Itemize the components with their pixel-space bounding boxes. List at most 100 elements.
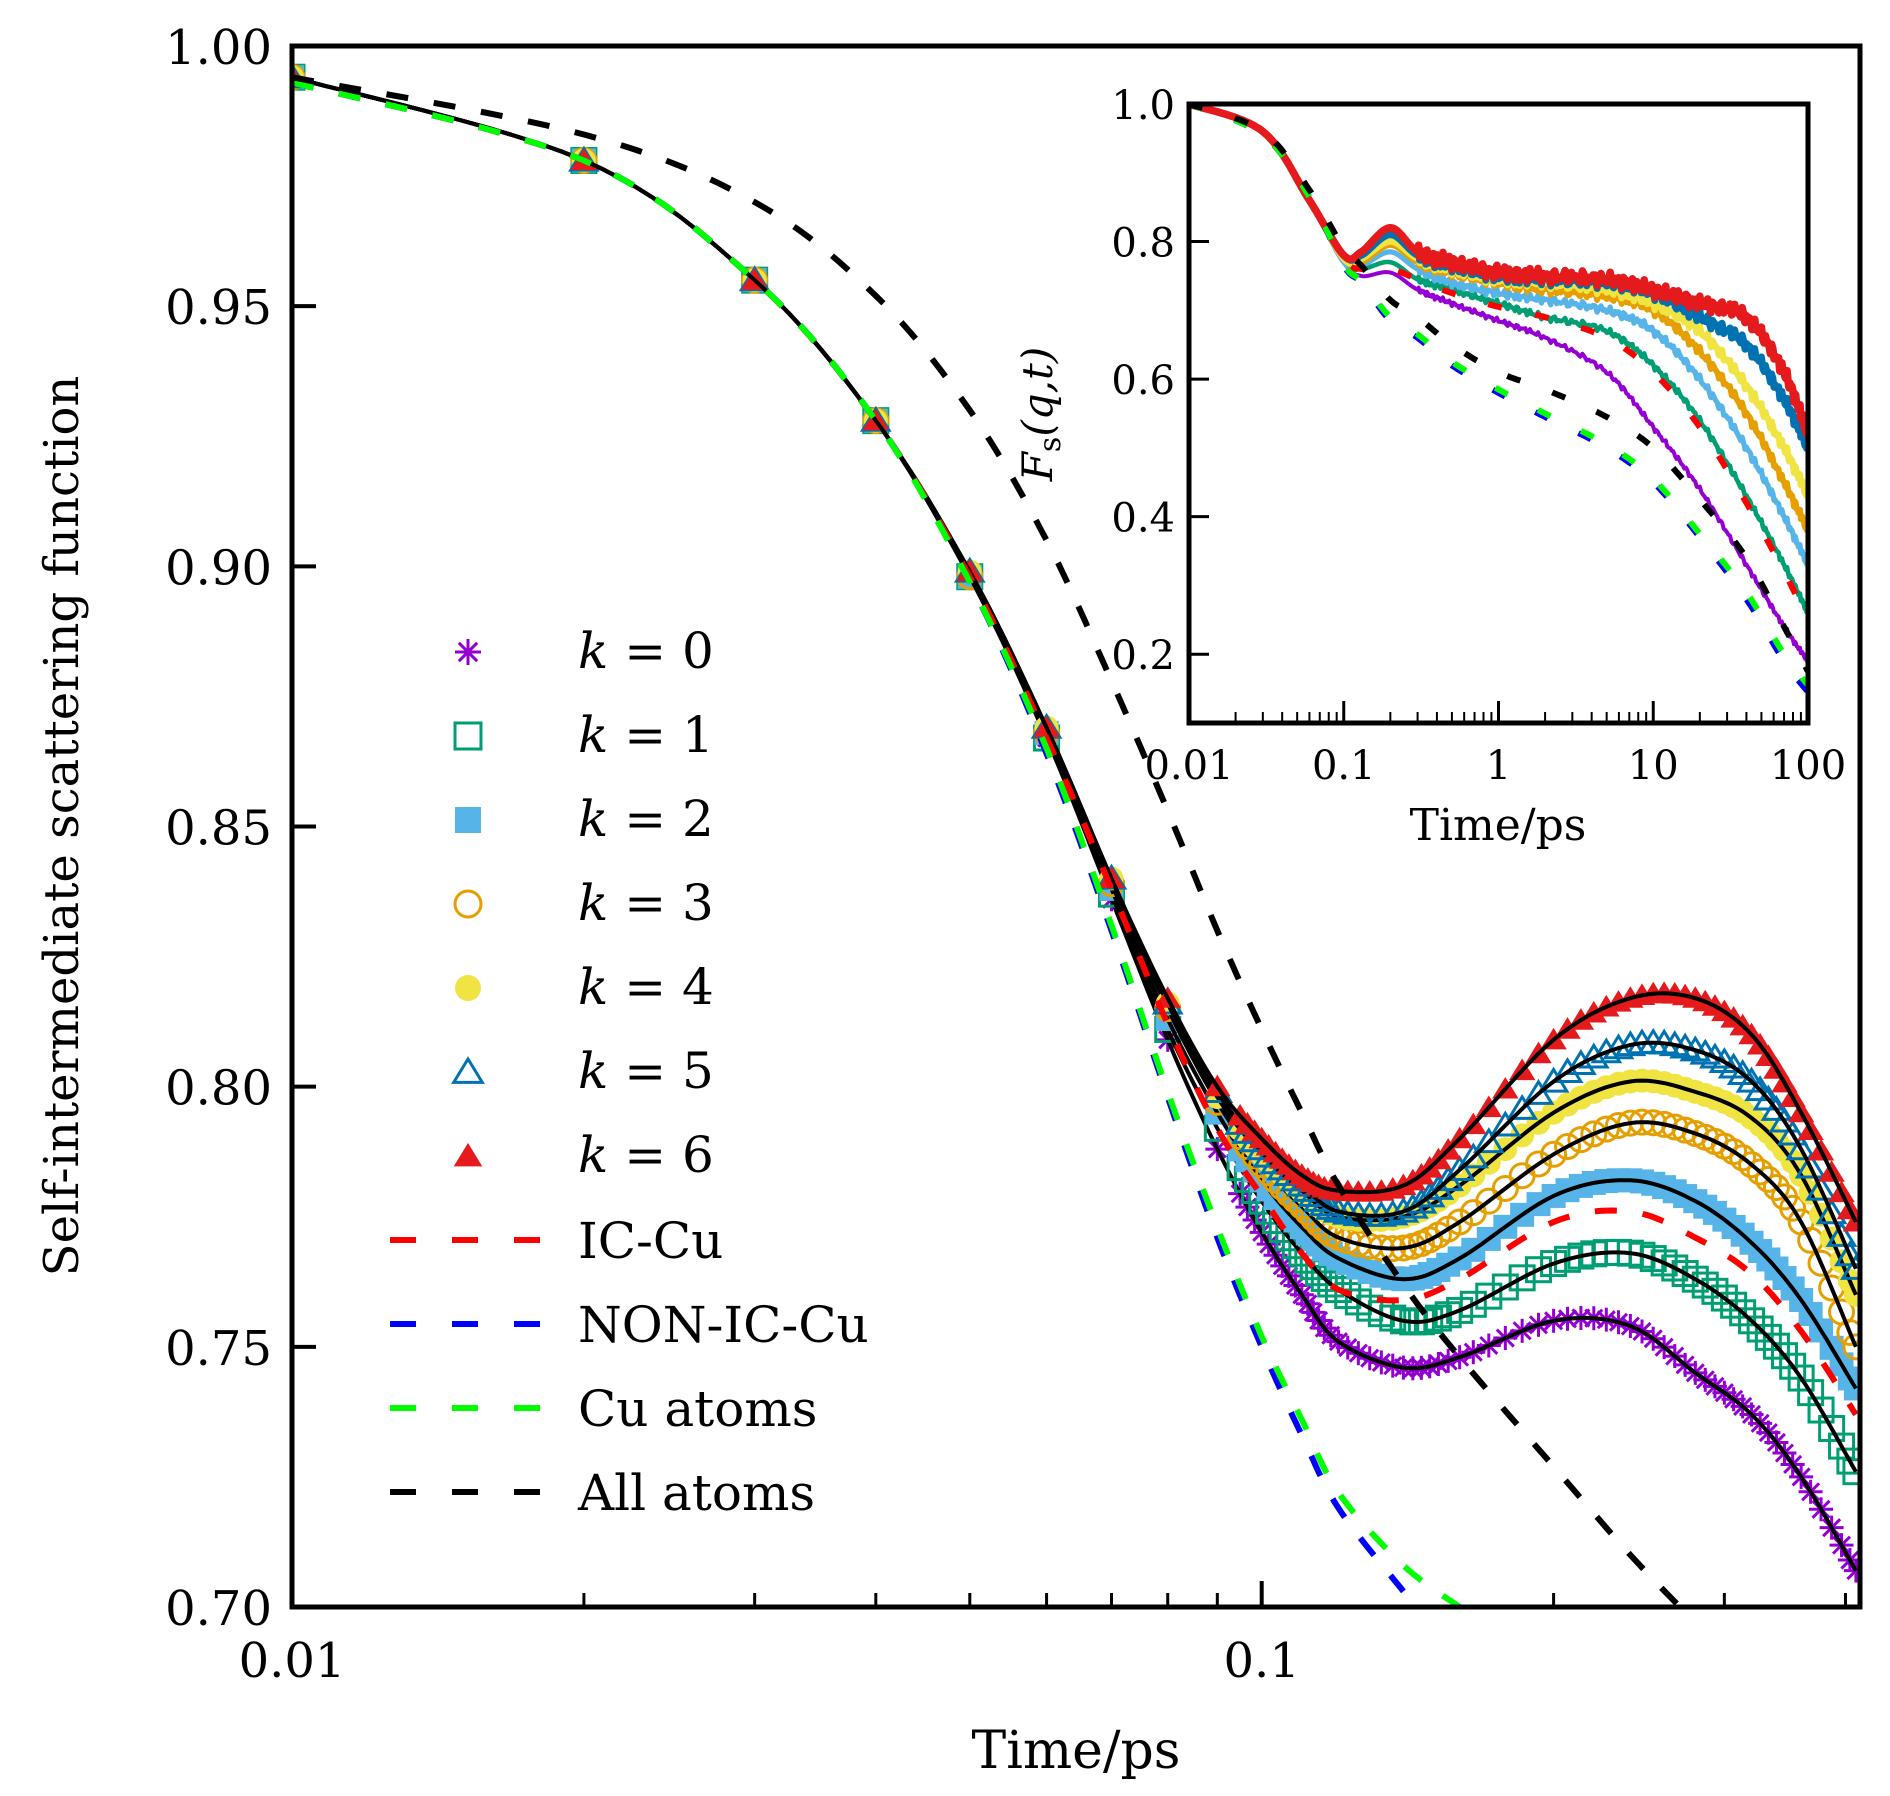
inset-axes: 0.2 0.4 0.6 0.8 1.0 0.01 0.1 1 10 100 — [1111, 83, 1846, 789]
data-point — [1710, 1284, 1738, 1312]
main-y-axis-label: Self-intermediate scattering function — [34, 376, 90, 1277]
data-point — [1580, 1120, 1608, 1148]
legend-item: k = 1 — [453, 706, 714, 764]
data-point — [1805, 1174, 1837, 1201]
inset-y-label-sub: s — [1033, 437, 1068, 452]
legend-item: k = 0 — [455, 622, 714, 680]
inset-y-tick-label: 0.8 — [1111, 221, 1175, 267]
data-point — [1785, 1134, 1818, 1161]
y-tick-label: 0.95 — [165, 280, 272, 336]
legend-label: k = 3 — [578, 874, 714, 932]
data-point — [1567, 1126, 1595, 1154]
data-point — [1443, 1155, 1476, 1182]
inset-background — [1189, 104, 1808, 723]
data-point — [1754, 1165, 1782, 1193]
x-tick-label: 0.1 — [1224, 1633, 1300, 1689]
legend-item: k = 4 — [455, 958, 714, 1016]
legend-item: k = 3 — [453, 874, 714, 932]
data-point — [1797, 1379, 1825, 1407]
data-point — [1446, 1296, 1474, 1324]
inset-dashed-all-atoms — [1189, 104, 1808, 673]
data-point — [1787, 1364, 1815, 1392]
inset-x-tick-label: 0.1 — [1312, 743, 1376, 789]
legend-item: IC-Cu — [390, 1212, 723, 1270]
inset-y-tick-label: 0.4 — [1111, 496, 1175, 542]
data-point — [1459, 1290, 1487, 1318]
legend-marker — [453, 1143, 483, 1167]
data-point — [1472, 1127, 1505, 1154]
data-point — [1746, 1158, 1774, 1186]
data-point — [1729, 1144, 1757, 1172]
inset-y-tick-label: 1.0 — [1111, 83, 1175, 129]
legend-item: NON-IC-Cu — [390, 1296, 869, 1354]
data-point — [1779, 1194, 1807, 1222]
data-point — [1776, 1119, 1809, 1146]
dashed-line-all-atoms — [292, 74, 1685, 1607]
inset-x-tick-label: 0.01 — [1144, 743, 1233, 789]
inset-x-axis-label: Time/ps — [1410, 800, 1587, 851]
data-point — [1760, 1094, 1793, 1121]
y-tick-label: 0.80 — [165, 1061, 272, 1117]
data-point — [1840, 1253, 1860, 1280]
inset-plot: 0.2 0.4 0.6 0.8 1.0 0.01 0.1 1 10 100 Time/ps Fs(… — [1013, 83, 1846, 851]
legend-label: IC-Cu — [578, 1212, 723, 1270]
legend-marker — [455, 807, 481, 833]
data-point — [1729, 1299, 1757, 1327]
inset-data-layer — [1189, 104, 1808, 694]
data-point — [1836, 1447, 1860, 1475]
data-point — [1413, 1181, 1446, 1208]
legend: k = 0 k = 1 k = 2 k = 3 k = 4 k = 5 k = 6 IC-Cu… — [390, 622, 869, 1522]
data-point — [1738, 1307, 1766, 1335]
data-point — [1815, 1198, 1848, 1225]
data-point — [1308, 1190, 1341, 1217]
legend-marker — [453, 889, 483, 919]
legend-item: All atoms — [390, 1464, 815, 1522]
data-point — [1843, 1282, 1860, 1307]
inset-y-label-main: F — [1013, 450, 1062, 482]
data-point — [1491, 1273, 1519, 1301]
data-point — [1540, 1250, 1568, 1278]
y-tick-label: 0.70 — [165, 1581, 272, 1637]
data-point — [1489, 1110, 1522, 1137]
y-tick-label: 0.90 — [165, 540, 272, 596]
data-point — [1738, 1151, 1766, 1179]
legend-label: k = 1 — [578, 706, 714, 764]
data-point — [1842, 1209, 1860, 1232]
data-point — [1506, 1093, 1539, 1120]
legend-item: k = 6 — [453, 1126, 714, 1184]
data-point — [1422, 1173, 1455, 1200]
data-point — [1508, 1264, 1536, 1292]
data-point — [1746, 1315, 1774, 1343]
legend-item: k = 2 — [455, 790, 714, 848]
data-point — [1565, 1049, 1597, 1076]
legend-label: k = 4 — [578, 958, 714, 1016]
legend-item: k = 5 — [451, 1042, 714, 1100]
data-point — [1762, 1173, 1790, 1201]
data-point — [1405, 1187, 1438, 1214]
legend-label: k = 2 — [578, 790, 714, 848]
data-point — [1842, 1458, 1860, 1486]
data-point — [1762, 1332, 1790, 1360]
data-point — [1754, 1323, 1782, 1351]
legend-item: Cu atoms — [390, 1380, 817, 1438]
y-tick-label: 0.75 — [165, 1321, 272, 1377]
data-point — [1525, 1256, 1553, 1284]
y-tick-label: 1.00 — [165, 20, 272, 76]
data-point — [1701, 1277, 1729, 1305]
inset-y-tick-label: 0.2 — [1111, 633, 1175, 679]
legend-marker — [453, 721, 483, 751]
data-point — [1525, 1150, 1553, 1178]
data-point — [1424, 1304, 1452, 1332]
inset-x-tick-label: 1 — [1486, 743, 1511, 789]
main-data-layer — [292, 62, 1860, 1607]
data-point — [1836, 1318, 1860, 1346]
data-point — [1794, 1152, 1827, 1179]
legend-marker — [455, 975, 481, 1001]
main-plot: 0.70 0.75 0.80 0.85 0.90 0.95 1.00 0.01 0.1 Time… — [34, 20, 1863, 1781]
data-point — [1457, 1142, 1490, 1169]
inset-y-axis-label: Fs(q,t) — [1013, 347, 1068, 482]
data-point — [1540, 1140, 1568, 1168]
main-axes: 0.70 0.75 0.80 0.85 0.90 0.95 1.00 0.01 0.1 — [165, 20, 1848, 1689]
dashed-line-cu-atoms — [292, 79, 1462, 1607]
